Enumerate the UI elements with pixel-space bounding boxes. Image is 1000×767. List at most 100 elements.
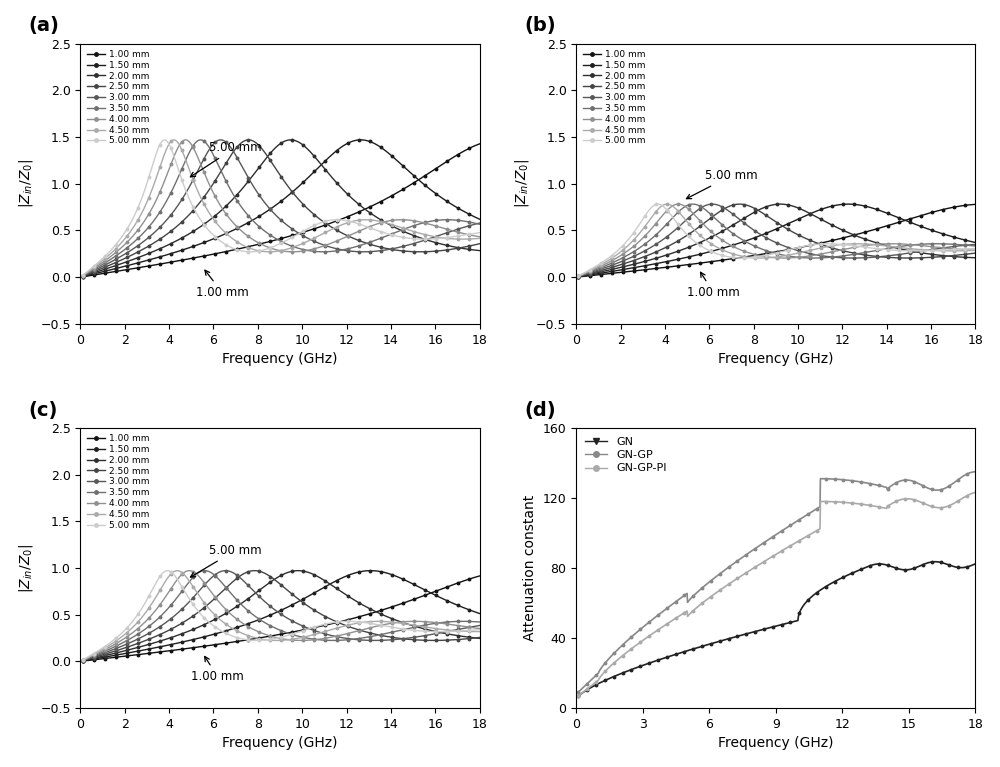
2.00 mm [420, 624, 432, 634]
3.00 mm [247, 180, 259, 189]
Y-axis label: $|Z_{in}/Z_0|$: $|Z_{in}/Z_0|$ [17, 160, 35, 209]
Line: 1.00 mm: 1.00 mm [81, 143, 481, 278]
2.50 mm [243, 135, 255, 144]
5.00 mm [161, 566, 173, 575]
5.00 mm [180, 590, 192, 599]
4.00 mm [672, 199, 684, 209]
1.00 mm [676, 261, 688, 270]
1.00 mm [376, 196, 388, 206]
1.00 mm [419, 591, 431, 600]
2.00 mm [376, 610, 388, 619]
4.00 mm [120, 239, 132, 248]
4.50 mm [474, 234, 486, 243]
2.00 mm [180, 231, 192, 240]
3.00 mm [969, 240, 981, 249]
1.50 mm [120, 649, 132, 658]
X-axis label: Frequency (GHz): Frequency (GHz) [222, 352, 338, 366]
1.00 mm [419, 171, 431, 180]
4.50 mm [360, 215, 372, 224]
3.00 mm [855, 253, 867, 262]
2.50 mm [246, 566, 258, 575]
4.50 mm [661, 199, 673, 209]
4.50 mm [360, 617, 372, 627]
1.50 mm [842, 199, 854, 209]
3.50 mm [360, 239, 372, 249]
5.00 mm [120, 226, 132, 235]
Line: 3.00 mm: 3.00 mm [81, 139, 481, 278]
5.00 mm [742, 253, 754, 262]
Line: 3.50 mm: 3.50 mm [577, 202, 977, 278]
2.50 mm [77, 656, 89, 665]
GN-GP-PI [855, 499, 867, 509]
5.00 mm [180, 187, 192, 196]
1.50 mm [420, 181, 432, 190]
2.50 mm [474, 239, 486, 249]
GN-GP [742, 549, 754, 558]
3.50 mm [247, 216, 259, 225]
GN [969, 559, 981, 568]
4.50 mm [969, 245, 981, 255]
Line: 5.00 mm: 5.00 mm [81, 139, 481, 277]
3.00 mm [474, 219, 486, 228]
Line: 5.00 mm: 5.00 mm [577, 202, 977, 277]
3.50 mm [872, 245, 884, 255]
1.50 mm [474, 609, 486, 618]
Y-axis label: $|Z_{in}/Z_0|$: $|Z_{in}/Z_0|$ [17, 544, 35, 593]
4.50 mm [916, 245, 928, 255]
1.50 mm [572, 272, 584, 281]
5.00 mm [676, 225, 688, 234]
2.00 mm [285, 135, 297, 144]
5.00 mm [77, 271, 89, 280]
Line: GN: GN [577, 561, 977, 697]
4.00 mm [420, 617, 432, 627]
GN-GP-PI [915, 498, 927, 507]
2.00 mm [572, 272, 584, 281]
4.00 mm [376, 218, 388, 227]
2.00 mm [376, 216, 388, 225]
2.00 mm [180, 627, 192, 637]
5.00 mm [158, 135, 170, 144]
Legend: 1.00 mm, 1.50 mm, 2.00 mm, 2.50 mm, 3.00 mm, 3.50 mm, 4.00 mm, 4.50 mm, 5.00 mm: 1.00 mm, 1.50 mm, 2.00 mm, 2.50 mm, 3.00… [85, 48, 152, 147]
3.50 mm [420, 621, 432, 630]
2.50 mm [376, 243, 388, 252]
Text: 5.00 mm: 5.00 mm [190, 544, 262, 577]
2.50 mm [969, 249, 981, 258]
2.00 mm [969, 253, 981, 262]
4.50 mm [572, 272, 584, 281]
1.50 mm [616, 265, 628, 275]
4.00 mm [742, 248, 754, 257]
Line: 1.50 mm: 1.50 mm [577, 202, 977, 278]
2.50 mm [420, 247, 432, 256]
4.00 mm [360, 624, 372, 634]
3.50 mm [360, 633, 372, 642]
2.50 mm [180, 213, 192, 222]
5.00 mm [420, 627, 432, 636]
Line: 4.50 mm: 4.50 mm [81, 139, 481, 277]
3.50 mm [474, 219, 486, 229]
3.00 mm [474, 621, 486, 630]
1.50 mm [742, 235, 754, 245]
Line: 3.50 mm: 3.50 mm [81, 139, 481, 277]
Line: 2.50 mm: 2.50 mm [81, 569, 481, 662]
GN-GP [676, 593, 688, 602]
2.00 mm [120, 258, 132, 267]
2.50 mm [916, 253, 928, 262]
GN-GP-PI [616, 652, 628, 661]
5.00 mm [474, 228, 486, 237]
GN [572, 692, 584, 701]
Line: 5.00 mm: 5.00 mm [81, 569, 481, 661]
GN-GP-PI [572, 691, 584, 700]
1.50 mm [474, 215, 486, 224]
Text: (a): (a) [29, 16, 59, 35]
1.00 mm [359, 205, 371, 214]
4.00 mm [376, 621, 388, 630]
3.50 mm [180, 581, 192, 591]
1.00 mm [77, 272, 89, 281]
4.00 mm [855, 242, 867, 251]
2.50 mm [872, 252, 884, 261]
X-axis label: Frequency (GHz): Frequency (GHz) [718, 736, 834, 750]
GN-GP [572, 687, 584, 696]
4.50 mm [171, 566, 183, 575]
3.00 mm [360, 247, 372, 256]
2.00 mm [77, 657, 89, 666]
